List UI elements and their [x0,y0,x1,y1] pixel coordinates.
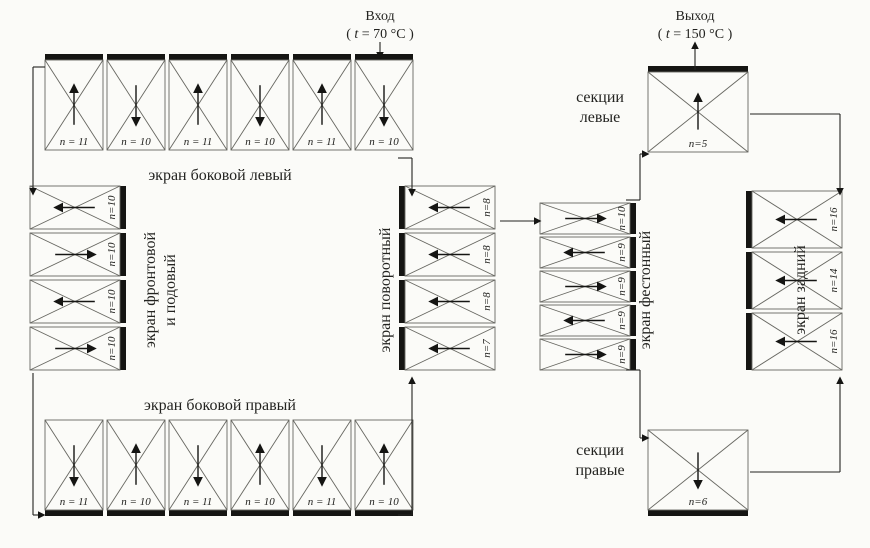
lbl-front2: и подовый [162,254,179,326]
section-n-label: n=8 [481,198,493,217]
section-n-label: n = 11 [308,136,337,148]
section-n-label: n=16 [828,207,840,231]
section-n-label: n=10 [616,206,628,230]
lbl-bottom: экран боковой правый [144,397,296,414]
panel-front: n=10 n=10 n=10 n=10 [30,186,126,370]
lbl-fest: экран фестонный [637,230,654,349]
section-n-label: n=6 [689,496,708,508]
section-n-label: n = 10 [121,136,151,148]
section-n-label: n=7 [481,339,493,358]
section-n-label: n = 11 [60,136,89,148]
panel-turn: n=7 n=8 n=8 n=8 [399,186,495,370]
section-n-label: n = 11 [184,136,213,148]
section-n-label: n=9 [616,277,628,296]
section-n-label: n = 11 [184,496,213,508]
lbl-rear: экран задний [792,245,809,335]
panel-sec-left: n=5 [648,66,748,152]
section-n-label: n = 10 [121,496,151,508]
section-n-label: n=16 [828,329,840,353]
lbl-secL2: левые [580,109,621,126]
lbl-secR: секции [576,442,624,459]
lbl-secL: секции [576,89,624,106]
panel-top: n = 11 n = 10 n = 11 n = 10 n = 11 n = 10 [45,54,413,150]
title-outlet-sub: ( t = 150 °C ) [658,27,733,42]
title-inlet-sub: ( t = 70 °C ) [346,27,414,42]
section-n-label: n=8 [481,245,493,264]
section-n-label: n=9 [616,345,628,364]
section-n-label: n=5 [689,138,708,150]
section-n-label: n=9 [616,311,628,330]
title-outlet: Выход [676,9,715,24]
section-n-label: n = 10 [245,496,275,508]
section-n-label: n = 11 [60,496,89,508]
lbl-front1: экран фронтовой [142,232,159,348]
panel-feston: n=9 n=9 n=9 n=9 n=10 [540,203,636,370]
title-inlet: Вход [365,9,394,24]
section-n-label: n=10 [106,289,118,313]
section-n-label: n=9 [616,243,628,262]
lbl-turn: экран поворотный [377,227,394,352]
section-n-label: n=10 [106,195,118,219]
panel-sec-right: n=6 [648,430,748,516]
section-n-label: n=8 [481,292,493,311]
section-n-label: n=10 [106,336,118,360]
lbl-secR2: правые [575,462,624,479]
diagram-canvas: n = 11n = 10n = 11n = 10n = 11n = 10n = … [0,0,870,548]
section-n-label: n=14 [828,268,840,292]
section-n-label: n = 11 [308,496,337,508]
lbl-top: экран боковой левый [148,167,292,184]
section-n-label: n = 10 [369,496,399,508]
section-n-label: n = 10 [369,136,399,148]
section-n-label: n = 10 [245,136,275,148]
panel-bottom: n = 11 n = 10 n = 11 n = 10 n = 11 n = 10 [45,420,413,516]
section-n-label: n=10 [106,242,118,266]
